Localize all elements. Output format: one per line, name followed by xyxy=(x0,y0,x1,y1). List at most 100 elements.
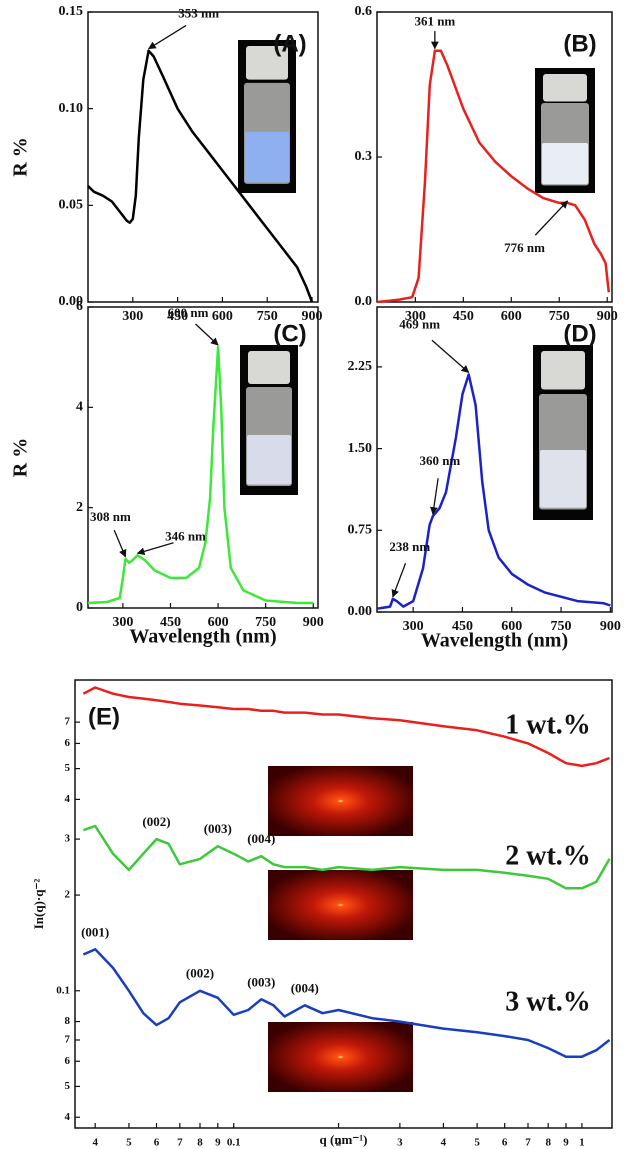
saxs-pattern xyxy=(268,766,413,836)
annotation: 469 nm xyxy=(399,317,440,332)
y-axis-label: R % xyxy=(10,137,32,176)
series-label: 1 wt.% xyxy=(505,709,591,740)
y-tick-label: 0.00 xyxy=(59,294,84,309)
vial-cap xyxy=(246,46,288,80)
annotation: (003) xyxy=(204,821,232,836)
x-tick-label: 2 xyxy=(336,1137,342,1149)
annotation: 308 nm xyxy=(90,509,131,524)
y-tick-label: 2 xyxy=(76,500,83,515)
series-label: 3 wt.% xyxy=(505,986,591,1017)
plot-frame xyxy=(87,306,319,609)
annotation-arrow xyxy=(113,529,127,558)
x-tick-label: 5 xyxy=(474,1137,480,1149)
annotation: 238 nm xyxy=(389,539,430,554)
annotation: 346 nm xyxy=(165,528,206,543)
y-tick-label: 3 xyxy=(65,833,71,845)
y-tick-label: 6 xyxy=(76,299,83,314)
data-line xyxy=(87,345,314,605)
plot-frame xyxy=(376,306,613,613)
x-tick-label: 750 xyxy=(257,309,278,324)
panel-label: (A) xyxy=(273,30,306,57)
panel-label: (E) xyxy=(88,703,120,730)
y-tick-label: 5 xyxy=(65,762,71,774)
annotation: 600 nm xyxy=(168,305,209,320)
x-tick-label: 300 xyxy=(403,619,424,634)
x-tick-label: 900 xyxy=(597,309,618,324)
annotation-arrow xyxy=(430,478,439,515)
x-tick-label: 600 xyxy=(212,309,233,324)
x-tick-label: 750 xyxy=(549,309,570,324)
y-tick-label: 0.15 xyxy=(59,4,84,19)
y-tick-label: 0.05 xyxy=(59,198,84,213)
y-tick-label: 4 xyxy=(65,1111,71,1123)
annotation: (004) xyxy=(291,980,319,995)
x-tick-label: 4 xyxy=(441,1137,447,1149)
x-tick-label: 9 xyxy=(215,1137,221,1149)
y-tick-label: 7 xyxy=(65,716,71,728)
y-tick-label: 2.25 xyxy=(348,359,373,374)
annotation-arrow xyxy=(431,339,470,374)
annotation: 353 nm xyxy=(178,6,219,21)
vial-liquid xyxy=(247,435,291,485)
data-line xyxy=(87,49,314,303)
data-line xyxy=(376,49,611,304)
annotation: 776 nm xyxy=(504,240,545,255)
x-tick-label: 750 xyxy=(255,615,276,630)
y-tick-label: 5 xyxy=(65,1080,71,1092)
x-tick-label: 600 xyxy=(501,619,522,634)
x-tick-label: 8 xyxy=(545,1137,551,1149)
x-tick-label: 600 xyxy=(208,615,229,630)
annotation: (001) xyxy=(81,924,109,939)
y-axis-label: R % xyxy=(10,438,32,477)
x-tick-label: 6 xyxy=(154,1137,160,1149)
x-tick-label: 4 xyxy=(92,1137,98,1149)
y-tick-label: 0 xyxy=(76,600,83,615)
vial-liquid xyxy=(540,450,586,508)
x-axis-label: q (nm⁻¹) xyxy=(320,1132,368,1147)
x-tick-label: 750 xyxy=(551,619,572,634)
x-tick-label: 6 xyxy=(502,1137,508,1149)
y-tick-label: 0.0 xyxy=(355,294,373,309)
annotation: (002) xyxy=(186,966,214,981)
x-tick-label: 5 xyxy=(126,1137,132,1149)
saxs-pattern xyxy=(268,870,413,940)
annotation: (004) xyxy=(247,831,275,846)
y-tick-label: 0.10 xyxy=(59,101,84,116)
y-tick-label: 4 xyxy=(65,793,71,805)
annotation-arrow xyxy=(391,562,407,598)
x-tick-label: 450 xyxy=(160,615,181,630)
annotation: (002) xyxy=(142,814,170,829)
data-line xyxy=(376,373,611,610)
y-tick-label: 0.1 xyxy=(56,984,70,996)
y-tick-label: 0.6 xyxy=(355,4,373,19)
x-tick-label: 9 xyxy=(563,1137,569,1149)
y-axis-label: In(q)·q⁻² xyxy=(31,879,46,930)
data-line xyxy=(82,686,610,768)
annotation-arrow xyxy=(195,323,219,346)
vial-cap xyxy=(543,74,587,102)
x-tick-label: 450 xyxy=(453,309,474,324)
y-tick-label: 6 xyxy=(65,737,71,749)
data-line xyxy=(82,948,611,1058)
annotation-arrow xyxy=(147,24,187,50)
data-line xyxy=(82,824,611,890)
y-tick-label: 0.00 xyxy=(348,604,373,619)
x-axis-label: Wavelength (nm) xyxy=(421,630,568,652)
panel-label: (B) xyxy=(563,30,596,57)
y-tick-label: 1.50 xyxy=(348,441,373,456)
vial-cap xyxy=(541,351,585,390)
annotation-arrow xyxy=(534,200,569,236)
saxs-pattern xyxy=(268,1022,413,1092)
vial-liquid xyxy=(542,143,588,185)
y-tick-label: 4 xyxy=(76,400,83,415)
panel-label: (C) xyxy=(273,320,306,347)
y-tick-label: 6 xyxy=(65,1055,71,1067)
x-tick-label: 1 xyxy=(579,1137,585,1149)
x-tick-label: 3 xyxy=(397,1137,403,1149)
panel-label: (D) xyxy=(563,320,596,347)
x-tick-label: 450 xyxy=(452,619,473,634)
x-tick-label: 300 xyxy=(112,615,133,630)
x-tick-label: 0.1 xyxy=(227,1137,241,1149)
vial-cap xyxy=(248,351,290,384)
